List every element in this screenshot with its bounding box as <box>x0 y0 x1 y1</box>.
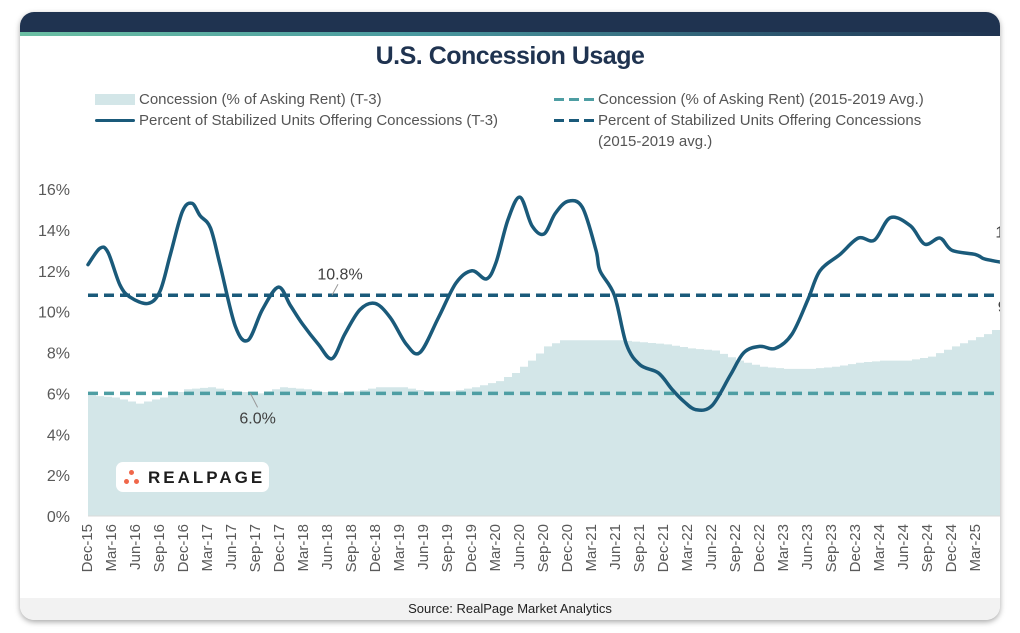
x-tick-label: Mar-25 <box>967 524 984 572</box>
x-tick-label: Jun-22 <box>703 524 720 570</box>
x-tick-label: Sep-24 <box>919 524 936 572</box>
x-tick-label: Sep-16 <box>151 524 168 572</box>
x-tick-label: Jun-16 <box>127 524 144 570</box>
x-tick-label: Dec-24 <box>943 524 960 572</box>
concession-area <box>88 325 1000 516</box>
legend-label: Percent of Stabilized Units Offering Con… <box>139 112 499 129</box>
realpage-dot <box>134 479 139 484</box>
realpage-dots-icon <box>129 470 134 475</box>
x-tick-label: Mar-24 <box>871 524 888 572</box>
legend-label: Concession (% of Asking Rent) (T-3) <box>139 91 382 108</box>
y-tick-label: 4% <box>47 427 70 444</box>
x-tick-label: Jun-18 <box>319 524 336 570</box>
x-tick-label: Sep-20 <box>535 524 552 572</box>
avg-label-concession: 6.0% <box>239 410 275 427</box>
x-tick-label: Sep-19 <box>439 524 456 572</box>
legend-dashed-light-icon <box>554 98 594 101</box>
x-tick-label: Dec-17 <box>271 524 288 572</box>
legend-area-swatch-icon <box>95 94 135 105</box>
y-tick-label: 2% <box>47 468 70 485</box>
x-tick-label: Mar-18 <box>295 524 312 572</box>
x-tick-label: Mar-22 <box>679 524 696 572</box>
y-tick-label: 8% <box>47 346 70 363</box>
y-tick-label: 16% <box>38 182 70 199</box>
annotation-leader <box>331 284 339 296</box>
x-tick-label: Dec-21 <box>655 524 672 572</box>
realpage-dot <box>124 479 129 484</box>
x-tick-label: Jun-24 <box>895 524 912 570</box>
x-tick-label: Mar-16 <box>103 524 120 572</box>
end-label-concession: 9.3% <box>998 299 1000 316</box>
header-accent-stripe <box>20 32 1000 36</box>
realpage-logo: REALPAGE <box>116 462 269 492</box>
x-tick-label: Jun-20 <box>511 524 528 570</box>
x-tick-label: Dec-23 <box>847 524 864 572</box>
x-tick-label: Mar-21 <box>583 524 600 572</box>
legend-label: Percent of Stabilized Units Offering Con… <box>598 112 922 129</box>
x-tick-label: Sep-18 <box>343 524 360 572</box>
x-tick-label: Jun-21 <box>607 524 624 570</box>
chart-card: U.S. Concession Usage Concession (% of A… <box>20 12 1000 620</box>
y-tick-label: 14% <box>38 223 70 240</box>
annotation-leader <box>249 393 259 408</box>
header-bar <box>20 12 1000 32</box>
legend-dashed-dark-icon <box>554 119 594 122</box>
x-tick-label: Jun-17 <box>223 524 240 570</box>
x-tick-label: Mar-23 <box>775 524 792 572</box>
x-tick-label: Sep-22 <box>727 524 744 572</box>
x-tick-label: Sep-21 <box>631 524 648 572</box>
y-tick-label: 0% <box>47 509 70 526</box>
end-label-units: 12.4% <box>995 225 1000 242</box>
y-tick-label: 6% <box>47 386 70 403</box>
y-tick-label: 10% <box>38 305 70 322</box>
avg-label-units: 10.8% <box>317 266 362 283</box>
y-tick-label: 12% <box>38 264 70 281</box>
x-tick-label: Sep-23 <box>823 524 840 572</box>
x-tick-label: Jun-23 <box>799 524 816 570</box>
source-footer: Source: RealPage Market Analytics <box>20 598 1000 620</box>
legend-solid-line-icon <box>95 119 135 122</box>
x-tick-label: Dec-18 <box>367 524 384 572</box>
chart-title: U.S. Concession Usage <box>375 42 645 70</box>
units-offering-concessions-line <box>86 195 1000 413</box>
x-tick-label: Dec-22 <box>751 524 768 572</box>
x-tick-label: Dec-15 <box>79 524 96 572</box>
x-tick-label: Mar-19 <box>391 524 408 572</box>
legend-label: Concession (% of Asking Rent) (2015-2019… <box>598 91 924 108</box>
chart-plot: 0% 2% 4% 6% 8% 10% 12% 14% 16% Dec-15 Mar-16 Jun-16… <box>38 182 1000 572</box>
realpage-logo-text: REALPAGE <box>148 468 266 487</box>
x-tick-label: Sep-17 <box>247 524 264 572</box>
x-tick-label: Jun-19 <box>415 524 432 570</box>
x-tick-label: Dec-19 <box>463 524 480 572</box>
x-tick-label: Dec-20 <box>559 524 576 572</box>
x-tick-label: Mar-20 <box>487 524 504 572</box>
x-tick-label: Mar-17 <box>199 524 216 572</box>
x-tick-label: Dec-16 <box>175 524 192 572</box>
legend-label-line2: (2015-2019 avg.) <box>598 133 713 150</box>
